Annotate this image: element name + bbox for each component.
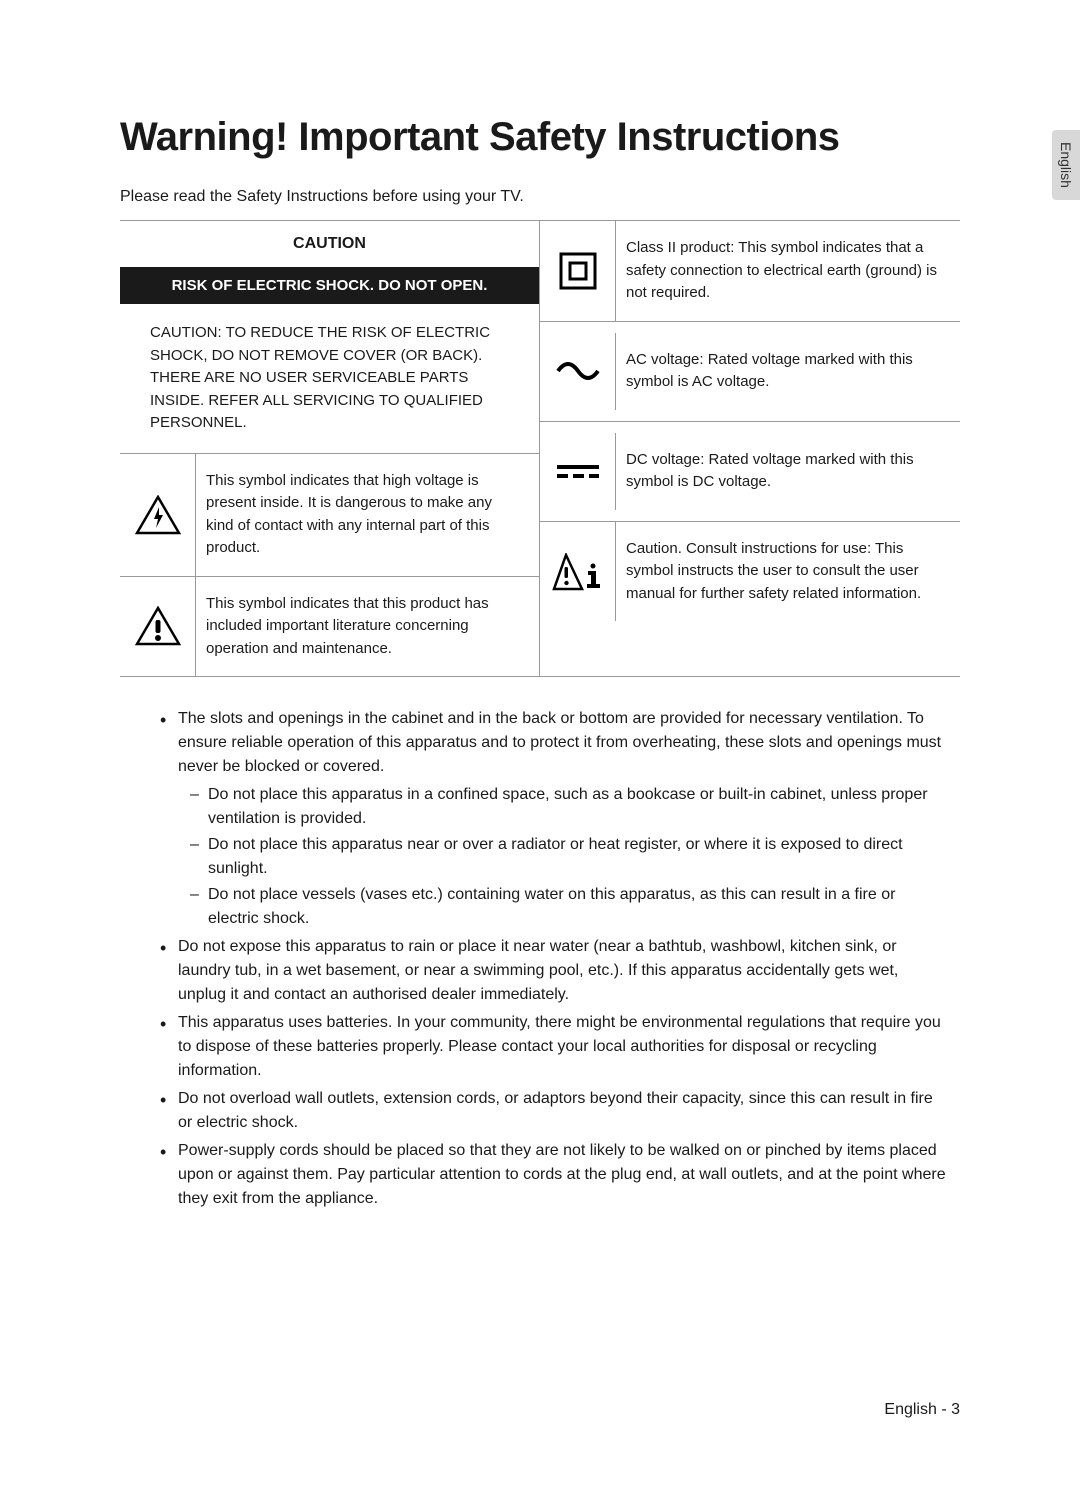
caution-header: CAUTION (120, 221, 539, 267)
symbol-row: Caution. Consult instructions for use: T… (540, 522, 960, 622)
symbol-row: AC voltage: Rated voltage marked with th… (540, 322, 960, 422)
warning-table: CAUTION RISK OF ELECTRIC SHOCK. DO NOT O… (120, 220, 960, 677)
page-footer: English - 3 (884, 1401, 960, 1419)
sub-bullet-item: Do not place this apparatus near or over… (178, 833, 950, 881)
symbol-row: Class II product: This symbol indicates … (540, 221, 960, 322)
symbol-row: This symbol indicates that this product … (120, 577, 539, 677)
class-ii-square-icon (540, 235, 615, 307)
ac-wave-icon (540, 343, 615, 399)
dc-dashes-icon (540, 445, 615, 497)
symbol-row: DC voltage: Rated voltage marked with th… (540, 422, 960, 522)
bullet-item: Do not overload wall outlets, extension … (160, 1087, 950, 1135)
symbol-description: DC voltage: Rated voltage marked with th… (615, 433, 960, 510)
page-content: Warning! Important Safety Instructions P… (0, 0, 1080, 1265)
symbol-description: Class II product: This symbol indicates … (615, 221, 960, 321)
page-title: Warning! Important Safety Instructions (120, 115, 960, 160)
bullet-item: Power-supply cords should be placed so t… (160, 1139, 950, 1211)
symbol-row: This symbol indicates that high voltage … (120, 454, 539, 577)
intro-text: Please read the Safety Instructions befo… (120, 188, 960, 206)
bullet-item: Do not expose this apparatus to rain or … (160, 935, 950, 1007)
exclamation-triangle-icon (120, 590, 195, 662)
voltage-triangle-icon (120, 479, 195, 551)
bullet-item: The slots and openings in the cabinet an… (160, 707, 950, 931)
symbol-description: This symbol indicates that this product … (195, 577, 539, 677)
table-right-column: Class II product: This symbol indicates … (540, 221, 960, 676)
caution-body-text: CAUTION: TO REDUCE THE RISK OF ELECTRIC … (120, 304, 539, 454)
symbol-description: Caution. Consult instructions for use: T… (615, 522, 960, 622)
language-tab: English (1052, 130, 1080, 200)
sub-bullet-item: Do not place this apparatus in a confine… (178, 783, 950, 831)
table-left-column: CAUTION RISK OF ELECTRIC SHOCK. DO NOT O… (120, 221, 540, 676)
bullet-item: This apparatus uses batteries. In your c… (160, 1011, 950, 1083)
bullet-list: The slots and openings in the cabinet an… (120, 707, 960, 1211)
symbol-description: This symbol indicates that high voltage … (195, 454, 539, 576)
info-triangle-icon (540, 537, 615, 607)
symbol-description: AC voltage: Rated voltage marked with th… (615, 333, 960, 410)
risk-banner: RISK OF ELECTRIC SHOCK. DO NOT OPEN. (120, 267, 539, 304)
sub-bullet-item: Do not place vessels (vases etc.) contai… (178, 883, 950, 931)
